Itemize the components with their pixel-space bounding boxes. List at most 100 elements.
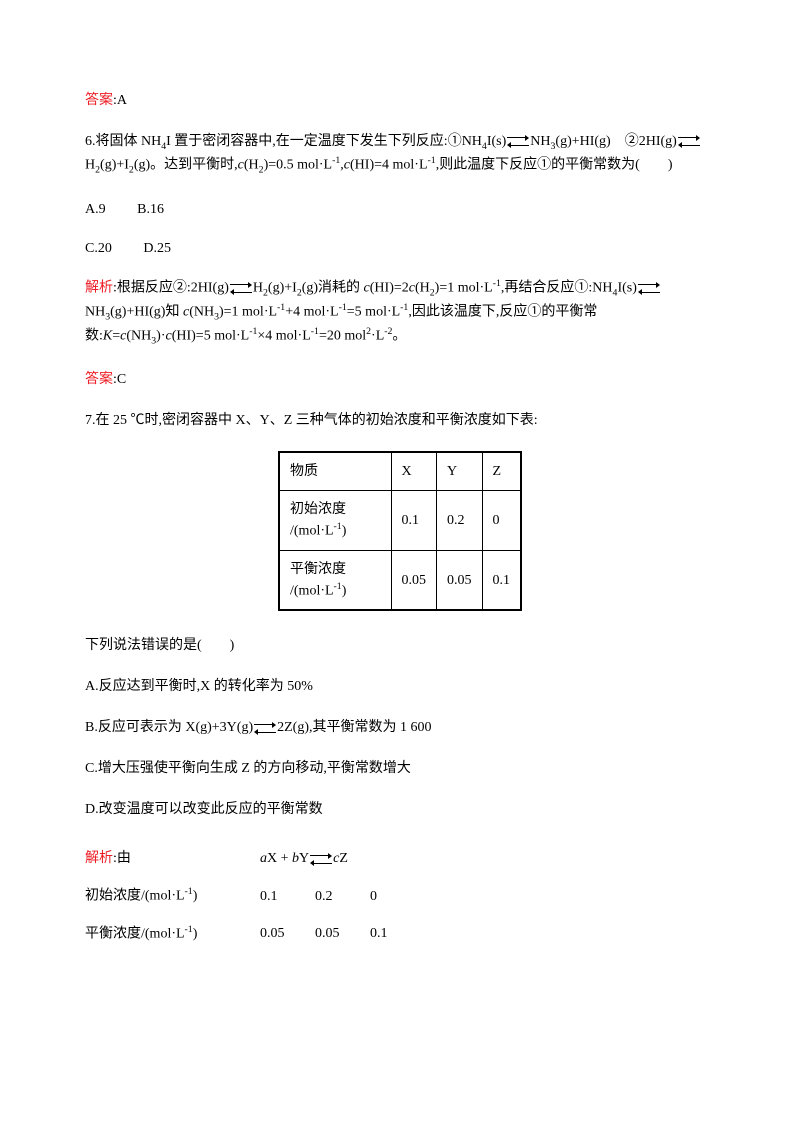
text: I(s) [617, 280, 636, 295]
answer-value: A [117, 93, 127, 108]
option-d: D.25 [143, 241, 171, 256]
text: (g)+HI(g) ②2HI(g) [555, 134, 676, 149]
answer-6: 答案:C [85, 369, 715, 390]
text: 将固体 NH [96, 134, 162, 149]
table-header: Z [482, 452, 521, 491]
option-c: C.20 [85, 241, 112, 256]
table-row: 初始浓度/(mol·L-1) 0.1 0.2 0 [85, 877, 400, 915]
option-c: C.增大压强使平衡向生成 Z 的方向移动,平衡常数增大 [85, 758, 715, 779]
table-header: Y [437, 452, 483, 491]
table-cell: 0.2 [315, 877, 370, 915]
analysis-label: 解析 [85, 280, 113, 295]
analysis-7: 解析:由 aX + bYcZ 初始浓度/(mol·L-1) 0.1 0.2 0 … [85, 840, 715, 952]
table-header: X [391, 452, 437, 491]
text: 2Z(g),其平衡常数为 1 600 [277, 720, 431, 735]
table-header: 物质 [279, 452, 391, 491]
text: 根据反应②:2HI(g) [117, 280, 229, 295]
text: (g)+I [268, 280, 297, 295]
table-cell: 初始浓度/(mol·L-1) [85, 877, 260, 915]
text: (H [244, 158, 259, 173]
equilibrium-icon [507, 137, 529, 146]
table-cell: 0.1 [260, 877, 315, 915]
var: K [103, 329, 112, 344]
table-cell: 初始浓度/(mol·L-1) [279, 491, 391, 551]
option-a: A.反应达到平衡时,X 的转化率为 50% [85, 676, 715, 697]
analysis-6: 解析:根据反应②:2HI(g)H2(g)+I2(g)消耗的 c(HI)=2c(H… [85, 277, 715, 349]
table-row: 平衡浓度/(mol·L-1) 0.05 0.05 0.1 [85, 915, 400, 953]
text: (HI)=2 [370, 280, 409, 295]
table-row: 平衡浓度/(mol·L-1) 0.05 0.05 0.1 [279, 550, 521, 610]
text: 。 [392, 329, 406, 344]
table-cell: 0.05 [437, 550, 483, 610]
text: )=0.5 mol·L [264, 158, 333, 173]
table-row: 初始浓度/(mol·L-1) 0.1 0.2 0 [279, 491, 521, 551]
text: H [85, 158, 95, 173]
question-number: 7. [85, 413, 96, 428]
table-cell: 0.05 [315, 915, 370, 953]
equilibrium-icon [678, 137, 700, 146]
question-number: 6. [85, 134, 96, 149]
sup: -1 [339, 302, 347, 313]
text: I(s) [487, 134, 506, 149]
text: = [112, 329, 120, 344]
text: (g)+HI(g)知 [110, 304, 183, 319]
text: B.反应可表示为 X(g)+3Y(g) [85, 720, 253, 735]
text: =20 mol [319, 329, 366, 344]
table-cell: 解析:由 [85, 840, 260, 877]
table-row: 解析:由 aX + bYcZ [85, 840, 400, 877]
table-cell: 0 [370, 877, 400, 915]
table-cell: 0.1 [370, 915, 400, 953]
text: I 置于密闭容器中,在一定温度下发生下列反应:①NH [166, 134, 482, 149]
sup: -1 [277, 302, 285, 313]
option-b: B.反应可表示为 X(g)+3Y(g) 2Z(g),其平衡常数为 1 600 [85, 717, 715, 738]
table-wrapper: 物质 X Y Z 初始浓度/(mol·L-1) 0.1 0.2 0 平衡浓度/(… [85, 451, 715, 611]
sup: -1 [493, 278, 501, 289]
table-cell: aX + bYcZ [260, 840, 400, 877]
analysis-table: 解析:由 aX + bYcZ 初始浓度/(mol·L-1) 0.1 0.2 0 … [85, 840, 400, 952]
table-cell: 0.2 [437, 491, 483, 551]
text: ,再结合反应①:NH [501, 280, 613, 295]
answer-5: 答案:A [85, 90, 715, 111]
text: H [253, 280, 263, 295]
text: NH [85, 304, 105, 319]
table-cell: 0.05 [391, 550, 437, 610]
answer-label: 答案 [85, 372, 113, 387]
text: )=1 mol·L [435, 280, 493, 295]
text: (g)+I [100, 158, 129, 173]
table-cell: 0 [482, 491, 521, 551]
sup: -1 [311, 326, 319, 337]
table-row: 物质 X Y Z [279, 452, 521, 491]
options-row-2: C.20 D.25 [85, 238, 715, 259]
text: ×4 mol·L [257, 329, 310, 344]
table-cell: 0.05 [260, 915, 315, 953]
text: 在 25 ℃时,密闭容器中 X、Y、Z 三种气体的初始浓度和平衡浓度如下表: [96, 413, 538, 428]
options-row-1: A.9 B.16 [85, 199, 715, 220]
text: ·L [371, 329, 384, 344]
option-a: A.9 [85, 202, 106, 217]
text: ,则此温度下反应①的平衡常数为( ) [436, 158, 673, 173]
table-cell: 平衡浓度/(mol·L-1) [85, 915, 260, 953]
option-b: B.16 [137, 202, 164, 217]
answer-label: 答案 [85, 93, 113, 108]
question-6: 6.将固体 NH4I 置于密闭容器中,在一定温度下发生下列反应:①NH4I(s)… [85, 131, 715, 179]
text: (H [415, 280, 430, 295]
equilibrium-icon [310, 855, 332, 864]
text: +4 mol·L [285, 304, 338, 319]
equilibrium-icon [254, 724, 276, 733]
text: (g)。达到平衡时, [134, 158, 238, 173]
sup: -1 [428, 155, 436, 166]
text: )=1 mol·L [219, 304, 277, 319]
table-cell: 0.1 [391, 491, 437, 551]
equilibrium-icon [638, 284, 660, 293]
text: (g)消耗的 [302, 280, 364, 295]
text: (HI)=4 mol·L [350, 158, 428, 173]
table-cell: 平衡浓度/(mol·L-1) [279, 550, 391, 610]
equilibrium-icon [230, 284, 252, 293]
analysis-label: 解析 [85, 851, 113, 866]
text: =5 mol·L [347, 304, 400, 319]
question-7: 7.在 25 ℃时,密闭容器中 X、Y、Z 三种气体的初始浓度和平衡浓度如下表: [85, 410, 715, 431]
text: (NH [189, 304, 214, 319]
text: (HI)=5 mol·L [172, 329, 250, 344]
text: NH [530, 134, 550, 149]
table-cell: 0.1 [482, 550, 521, 610]
